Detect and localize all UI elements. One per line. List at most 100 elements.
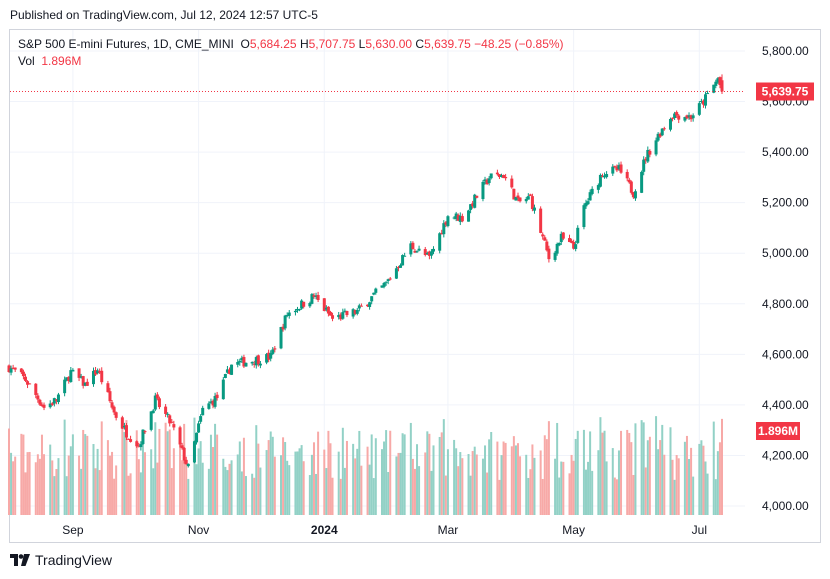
candle-body [642,159,646,172]
candle-body [600,175,604,177]
volume-bar [640,420,643,515]
volume-bar [308,475,311,515]
candle-body [374,288,378,293]
candle-body [122,426,126,428]
volume-bar [446,449,449,515]
volume-bar [570,454,573,515]
volume-bar [201,462,204,515]
volume-bar [512,436,515,515]
volume-bar [298,448,301,515]
candle-body [50,403,54,405]
candle-body [660,128,664,136]
candle-body [469,204,473,210]
volume-bar [257,443,260,515]
candle-body [427,251,431,256]
low-value: 5,630.00 [365,37,413,51]
volume-bar [617,450,620,515]
candle-body [153,395,157,410]
candle-body [706,93,710,95]
volume-bar [67,455,70,515]
volume-bar [26,452,29,515]
candle-body [514,196,518,201]
volume-bar [137,459,140,515]
candle-body [19,368,23,373]
candle-body [673,113,677,119]
volume-bar [603,430,606,515]
x-tick-label: Sep [62,523,84,537]
candle-body [714,81,718,86]
candlesticks [7,74,724,468]
x-tick-label: Jul [692,523,707,537]
volume-bar [554,458,557,515]
candle-body [359,305,363,307]
chart-frame[interactable] [9,29,821,543]
candle-body [110,402,114,408]
candle-body [13,367,17,370]
volume-bar [416,444,419,515]
volume-bar [597,450,600,515]
candle-body [273,348,277,350]
tradingview-brand[interactable]: TradingView [10,552,112,568]
volume-bar [716,451,719,515]
candle-body [568,238,572,243]
candle-body [625,171,629,179]
candle-body [170,421,174,423]
volume-bar [12,461,15,515]
volume-bar [325,468,328,515]
candle-body [36,395,40,400]
candle-body [26,381,30,385]
candle-body [223,373,227,378]
candle-body [21,371,25,377]
candle-body [141,429,145,445]
volume-bar [457,466,460,515]
candle-body [442,223,446,235]
candle-body [326,306,330,314]
legend-line-ohlc: S&P 500 E-mini Futures, 1D, CME_MINI O5,… [18,36,564,53]
candle-body [79,376,83,378]
volume-bar [300,445,303,515]
volume-bar [121,426,124,515]
candle-body [401,255,405,266]
candle-body [197,423,201,433]
y-tick-label: 4,400.00 [762,398,809,412]
candle-body [382,283,386,287]
volume-bar [591,470,594,515]
candle-body [658,133,662,137]
x-tick-label: Mar [438,523,459,537]
candle-body [668,118,672,130]
volume-bar [366,446,369,515]
candle-body [322,298,326,311]
volume-bar [529,469,532,515]
volume-bar [113,478,116,515]
volume-bar [317,431,320,515]
candle-body [586,201,590,205]
volume-bar [98,470,101,515]
candle-body [192,441,196,463]
candle-body [139,444,143,448]
candle-body [244,362,248,367]
volume-bar [179,436,182,515]
volume-bar [36,454,39,515]
candle-body [394,268,398,279]
volume-bar [141,434,144,515]
candle-body [473,194,477,208]
volume-bar [78,455,81,515]
candle-body [168,415,172,424]
volume-bar [584,469,587,515]
volume-bar [498,479,501,515]
volume-bar [541,478,544,515]
candle-body [481,181,485,200]
volume-bar [65,476,68,515]
candle-body [524,199,528,202]
volume-bar [166,431,169,515]
candle-body [483,179,487,182]
candle-body [518,197,522,202]
candle-body [440,233,444,235]
volume-bar [51,460,54,515]
volume-bar [106,440,109,515]
volume-bar [24,472,27,515]
vol-value: 1.896M [41,54,82,68]
candle-body [164,406,168,414]
candle-body [543,237,547,241]
